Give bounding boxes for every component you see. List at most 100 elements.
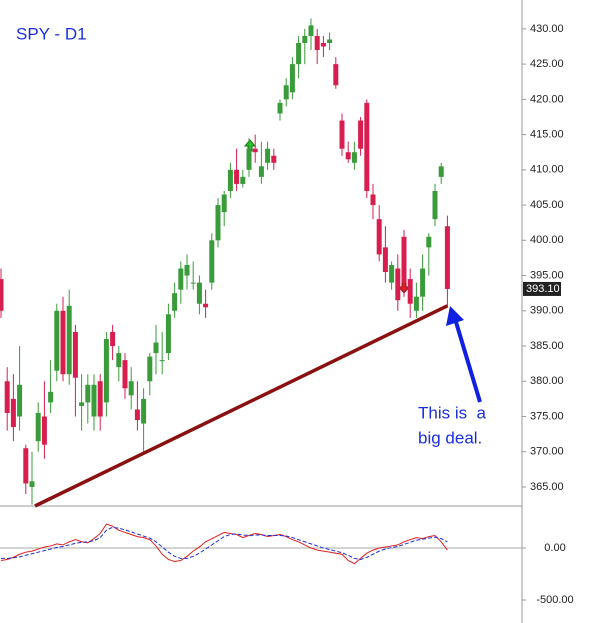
candle-body [370,194,376,206]
candle-body [401,236,407,283]
y-tick-label: 410.00 [530,164,564,176]
candle-body [296,42,302,65]
candle-body [17,384,23,417]
y-tick-label: 385.00 [530,340,564,352]
price-tag [523,281,561,296]
candle-body [265,148,271,163]
candle-body [438,166,444,177]
candle-body [407,279,413,304]
candle-body [258,166,264,177]
candle-body [134,409,140,421]
y-tick-label: 380.00 [530,375,564,387]
candle-body [178,268,184,290]
candle-body [382,247,388,273]
candle-body [110,331,116,347]
y-tick-label: 405.00 [530,199,564,211]
candle-body [395,268,401,301]
candle-body [432,190,438,220]
candle-body [29,481,35,487]
candle-body [314,35,320,51]
candle-body [302,35,308,43]
candle-body [141,398,147,424]
candle-body [271,155,277,163]
y-tick-label: -500.00 [536,594,573,606]
candle-body [358,120,364,149]
candle-body [376,219,382,255]
trendline [34,304,449,508]
indicator-line [0,523,448,565]
candle-body [246,148,252,170]
candle-body [345,152,351,160]
y-tick-label: 365.00 [530,481,564,493]
y-tick-label: 375.00 [530,410,564,422]
candle-body [184,264,190,276]
candle-body [72,331,78,378]
candle-body [23,448,29,484]
candle-body [41,416,47,445]
candle-body [227,169,233,191]
candle-body [147,356,153,382]
candle-body [289,64,295,93]
candle-body [221,194,227,213]
candle-body [283,85,289,100]
candle-body [153,342,159,354]
candle-body [277,102,283,114]
candle-body [234,169,240,184]
candle-body [426,236,432,248]
y-tick-label: 0.00 [544,542,565,554]
candle-body [60,310,66,375]
candle-body [85,384,91,403]
candle-body [122,360,128,389]
candle-body [79,402,85,406]
candle-body [159,360,165,362]
candle-body [172,293,178,311]
price-tag-label: 393.10 [526,283,560,295]
candle-body [364,102,370,191]
candle-body [308,25,314,36]
y-tick-label: 430.00 [530,23,564,35]
candle-body [4,381,10,413]
candle-body [165,314,171,354]
candle-body [128,381,134,396]
y-tick-label: 415.00 [530,129,564,141]
annotation: This is a [418,403,487,422]
y-tick-label: 395.00 [530,269,564,281]
candle-body [103,338,109,403]
candle-body [196,282,202,304]
candle-body [203,303,209,308]
candle-body [413,296,419,311]
candle-body [66,305,72,375]
candle-body [420,268,426,297]
y-tick-label: 390.00 [530,305,564,317]
candle-body [240,176,246,184]
chart-title: SPY - D1 [16,24,87,43]
candle-body [351,152,357,163]
candle-body [339,120,345,149]
candle-body [190,282,196,284]
annotation: big deal. [418,428,482,447]
candle-body [252,148,258,153]
arrow-head [446,306,464,326]
candle-body [444,226,450,289]
candle-body [91,384,97,417]
candle-body [48,391,54,403]
y-tick-label: 370.00 [530,446,564,458]
candle-body [209,240,215,283]
candle-body [215,205,221,241]
candle-body [389,264,395,283]
y-tick-label: 420.00 [530,93,564,105]
candle-body [10,398,16,428]
candle-body [116,353,122,368]
arrow [454,321,482,403]
candle-body [97,381,103,417]
indicator-line [1,526,448,560]
candle-body [0,279,4,311]
y-tick-label: 425.00 [530,58,564,70]
candle-body [35,412,41,442]
candle-body [54,310,60,371]
candle-body [320,42,326,47]
y-tick-label: 400.00 [530,234,564,246]
candle-body [333,64,339,86]
candle-body [327,39,333,43]
